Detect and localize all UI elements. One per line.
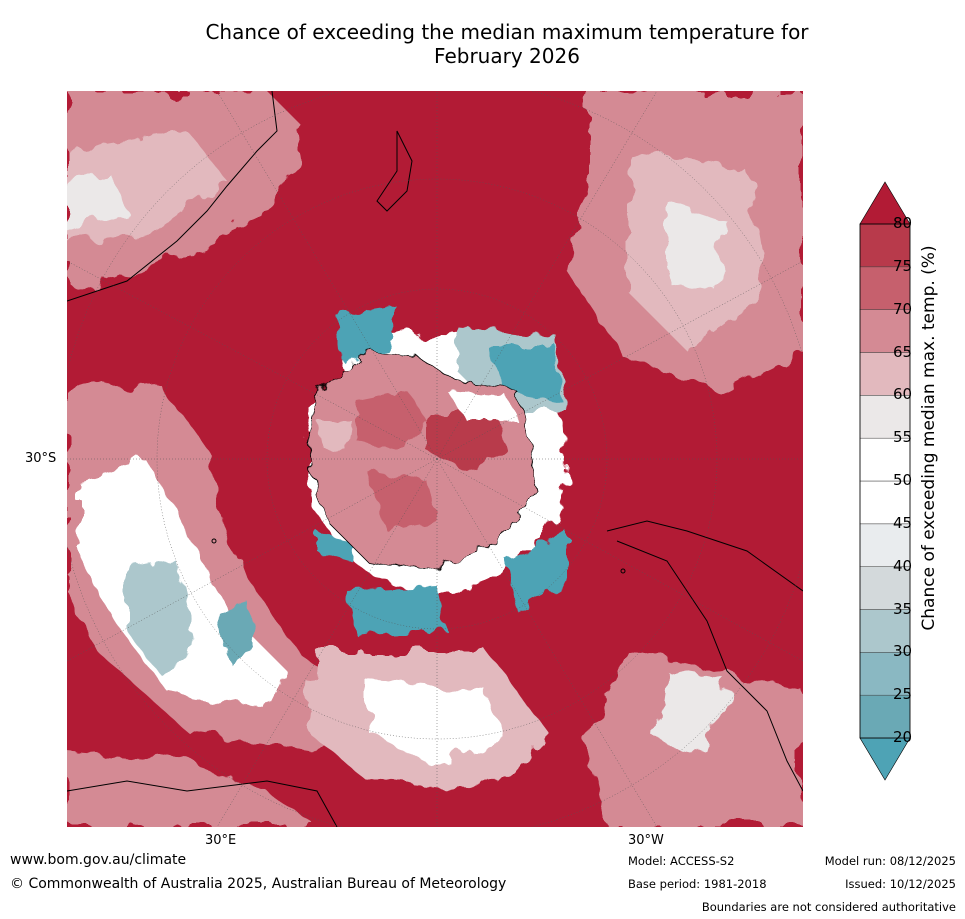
website-link[interactable]: www.bom.gov.au/climate: [10, 852, 187, 868]
colorbar-segment-65-70: [859, 309, 911, 353]
colorbar-segment-30-35: [859, 609, 911, 653]
colorbar-tick-80: 80: [893, 214, 913, 232]
colorbar-tick-45: 45: [893, 513, 913, 532]
colorbar-segment-70-75: [859, 266, 911, 310]
model-name: Model: ACCESS-S2: [628, 854, 735, 868]
colorbar-outline: [859, 223, 911, 739]
boundaries-disclaimer: Boundaries are not considered authoritat…: [701, 900, 956, 914]
base-period: Base period: 1981-2018: [628, 877, 767, 891]
antarctica: [306, 350, 538, 572]
colorbar-tick-35: 35: [893, 599, 913, 618]
colorbar: [859, 181, 911, 781]
issued-date: Issued: 10/12/2025: [845, 877, 956, 891]
colorbar-segment-60-65: [859, 352, 911, 396]
colorbar-tick-65: 65: [893, 342, 913, 361]
probability-map: [67, 91, 803, 827]
colorbar-segment-45-50: [859, 480, 911, 525]
colorbar-segment-50-55: [859, 437, 911, 482]
colorbar-segment-20-25: [859, 694, 911, 739]
longitude-label-30w: 30°W: [628, 833, 664, 848]
colorbar-tick-60: 60: [893, 385, 913, 404]
colorbar-segment-75-80: [859, 223, 911, 268]
colorbar-segment-25-30: [859, 652, 911, 696]
graticule: [67, 91, 803, 827]
colorbar-tick-30: 30: [893, 642, 913, 661]
colorbar-segment-35-40: [859, 566, 911, 610]
latitude-label-30s: 30°S: [25, 451, 57, 466]
copyright-text: © Commonwealth of Australia 2025, Austra…: [10, 876, 507, 892]
colorbar-tick-70: 70: [893, 299, 913, 318]
longitude-label-30e: 30°E: [205, 833, 237, 848]
colorbar-tick-55: 55: [893, 428, 913, 447]
title-line-1: Chance of exceeding the median maximum t…: [205, 20, 809, 44]
colorbar-tick-75: 75: [893, 256, 913, 275]
coastlines: [67, 91, 803, 827]
colorbar-segment-40-45: [859, 523, 911, 567]
colorbar-label: Chance of exceeding median max. temp. (%…: [919, 245, 939, 631]
colorbar-tick-40: 40: [893, 556, 913, 575]
colorbar-tick-20: 20: [893, 728, 913, 746]
colorbar-tick-50: 50: [893, 471, 913, 489]
map-title: Chance of exceeding the median maximum t…: [0, 20, 965, 68]
title-line-2: February 2026: [434, 44, 580, 68]
model-run-date: Model run: 08/12/2025: [824, 854, 956, 868]
colorbar-segment-55-60: [859, 395, 911, 439]
colorbar-tick-25: 25: [893, 685, 913, 704]
